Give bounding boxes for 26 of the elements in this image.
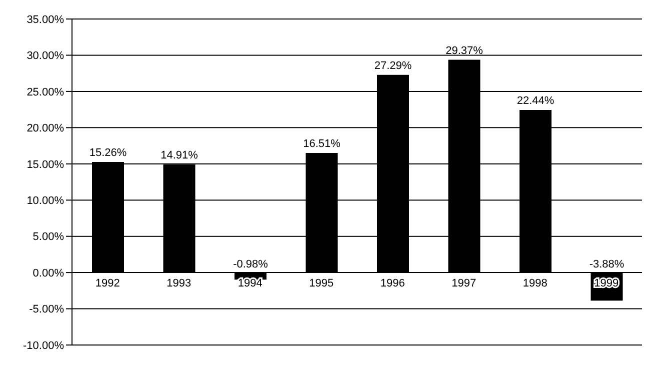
- data-label: 15.26%: [89, 147, 127, 160]
- data-label: -3.88%: [589, 258, 624, 271]
- y-tick-label: 35.00%: [26, 14, 64, 26]
- data-label: 14.91%: [160, 150, 198, 162]
- x-tick-label: 1992: [95, 278, 120, 290]
- data-label: -0.98%: [233, 258, 268, 271]
- data-label: 16.51%: [303, 138, 341, 150]
- y-tick-label: 15.00%: [26, 158, 64, 171]
- y-tick-label: 25.00%: [26, 86, 64, 98]
- y-tick-label: 30.00%: [26, 50, 64, 62]
- data-label: 29.37%: [446, 44, 484, 57]
- x-tick-label: 1999: [594, 278, 619, 290]
- y-tick-label: 20.00%: [26, 122, 64, 135]
- y-tick-label: 10.00%: [26, 195, 64, 208]
- x-tick-label: 1995: [309, 278, 334, 290]
- y-tick-label: 0.00%: [32, 267, 64, 280]
- x-tick-label: 1994: [238, 278, 262, 290]
- x-tick-label: 1996: [380, 278, 405, 290]
- x-tick-label: 1993: [166, 278, 192, 290]
- data-label: 22.44%: [516, 94, 554, 107]
- x-tick-label: 1997: [452, 278, 476, 290]
- x-tick-label: 1998: [522, 278, 548, 290]
- y-tick-label: -10.00%: [23, 340, 64, 352]
- data-label: 27.29%: [374, 60, 412, 72]
- y-tick-label: -5.00%: [29, 304, 64, 316]
- y-tick-label: 5.00%: [32, 231, 64, 244]
